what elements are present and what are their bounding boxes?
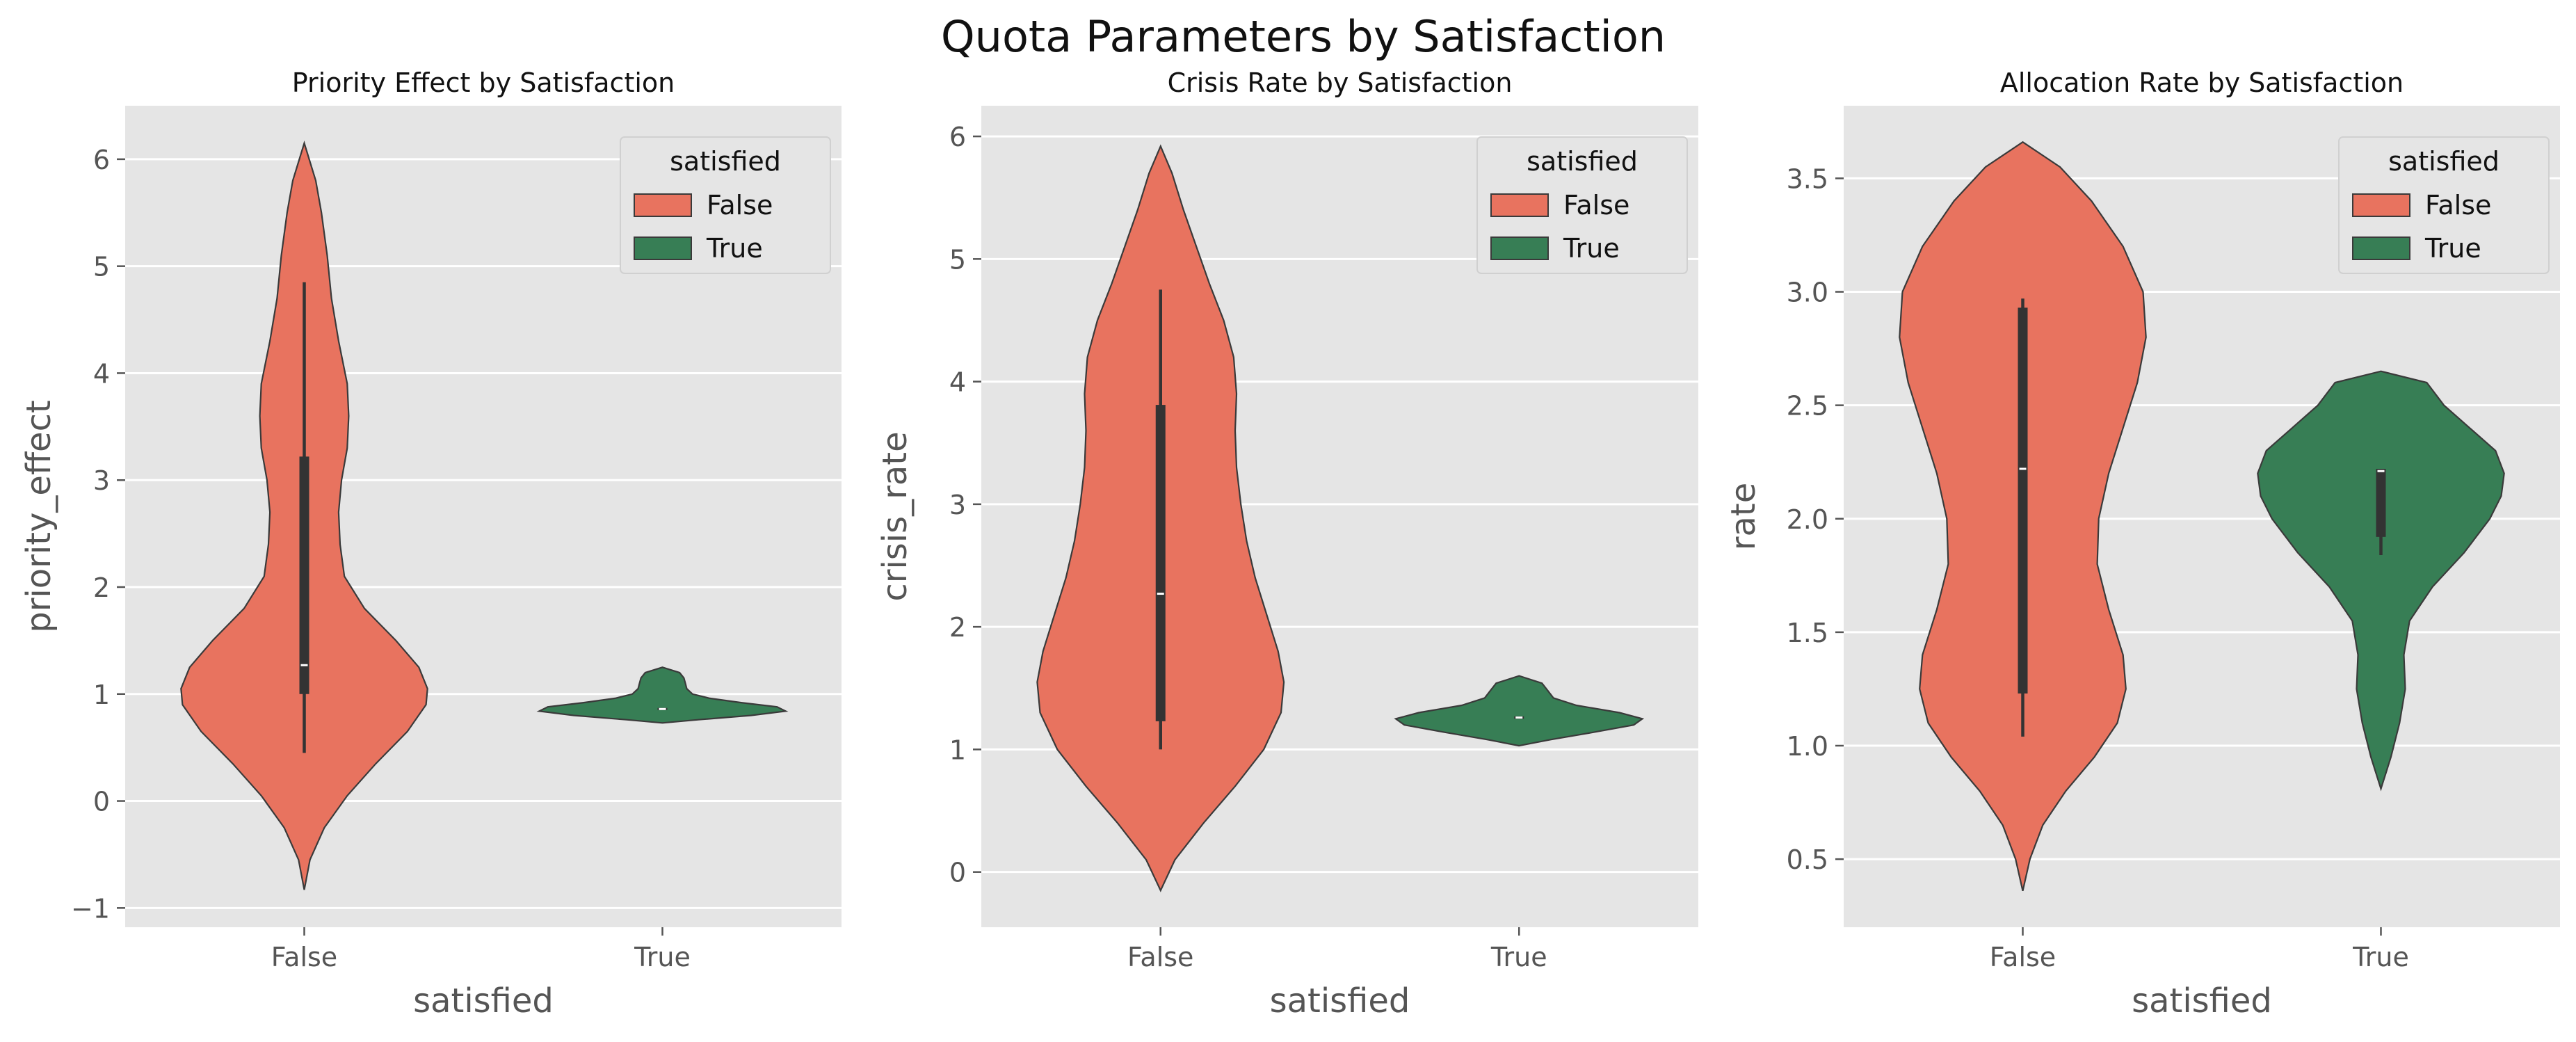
violin-body <box>536 666 789 724</box>
legend-title: satisfied <box>1527 146 1638 177</box>
violin-false <box>180 141 428 890</box>
legend-label-true: True <box>1563 233 1620 264</box>
x-tick-label: True <box>2352 942 2409 972</box>
y-tick-label: 2 <box>949 612 966 643</box>
figure-title: Quota Parameters by Satisfaction <box>941 11 1666 62</box>
y-tick-label: 3.5 <box>1787 163 1828 194</box>
y-tick-label: 5 <box>93 252 110 282</box>
x-axis-label: satisfied <box>2132 981 2272 1020</box>
x-axis-label: satisfied <box>1270 981 1410 1020</box>
panel-title: Priority Effect by Satisfaction <box>292 67 675 98</box>
panel-3: 0.5 1.0 1.5 2.0 2.5 3.0 3.5 False True Allocation… <box>1724 67 2560 1020</box>
violin-false <box>1036 144 1285 892</box>
y-tick-label: 3 <box>93 465 110 496</box>
legend-label-false: False <box>2425 190 2491 221</box>
legend-label-true: True <box>706 233 763 264</box>
panel-title: Crisis Rate by Satisfaction <box>1168 67 1513 98</box>
y-tick-label: 6 <box>949 122 966 152</box>
y-tick-label: 1 <box>93 680 110 710</box>
y-tick-label: 0.5 <box>1787 844 1828 875</box>
y-tick-label: 0 <box>93 787 110 817</box>
y-tick-label: 3.0 <box>1787 278 1828 308</box>
violin-true <box>1394 675 1645 747</box>
y-axis-label: rate <box>1724 483 1763 551</box>
violin-iqr-box <box>299 456 309 694</box>
legend-title: satisfied <box>2388 146 2499 177</box>
legend: satisfied False True <box>1476 136 1688 274</box>
x-tick-label: True <box>1490 942 1547 972</box>
violin-iqr-box <box>2018 307 2028 694</box>
x-axis-label: satisfied <box>413 981 554 1020</box>
y-tick-label: −1 <box>71 893 110 924</box>
panel-title: Allocation Rate by Satisfaction <box>2000 67 2404 98</box>
legend-label-false: False <box>1563 190 1629 221</box>
y-tick-label: 1.5 <box>1787 618 1828 648</box>
violin-body <box>2257 370 2505 792</box>
legend-swatch-true <box>2352 237 2410 260</box>
y-tick-label: 2.0 <box>1787 504 1828 535</box>
legend: satisfied False True <box>2338 136 2550 274</box>
panels: −1 0 1 2 3 4 5 6 False True Priority Effect by Sat… <box>19 67 2560 1020</box>
panel-1: −1 0 1 2 3 4 5 6 False True Priority Effect by Sat… <box>19 67 842 1020</box>
violin-body <box>1394 675 1645 747</box>
y-tick-label: 4 <box>93 358 110 389</box>
legend-label-true: True <box>2424 233 2481 264</box>
y-tick-label: 1 <box>949 735 966 765</box>
y-axis-label: priority_effect <box>19 400 58 633</box>
violin-iqr-box <box>2376 468 2386 537</box>
legend-title: satisfied <box>670 146 781 177</box>
violin-iqr-box <box>1155 405 1166 721</box>
violin-true <box>2257 370 2505 792</box>
legend: satisfied False True <box>620 136 831 274</box>
violin-true <box>536 666 789 724</box>
y-axis-label: crisis_rate <box>876 431 915 601</box>
y-tick-label: 3 <box>949 490 966 520</box>
x-tick-label: True <box>634 942 691 972</box>
y-tick-label: 4 <box>949 367 966 398</box>
y-tick-label: 2 <box>93 572 110 603</box>
y-tick-label: 0 <box>949 858 966 888</box>
legend-swatch-false <box>1490 193 1549 217</box>
legend-swatch-true <box>1490 237 1549 260</box>
y-tick-label: 2.5 <box>1787 391 1828 422</box>
legend-swatch-false <box>634 193 692 217</box>
x-tick-label: False <box>1990 942 2056 972</box>
y-tick-label: 1.0 <box>1787 731 1828 762</box>
x-tick-label: False <box>271 942 337 972</box>
violin-false <box>1899 141 2147 892</box>
legend-swatch-false <box>2352 193 2410 217</box>
legend-label-false: False <box>707 190 773 221</box>
x-tick-label: False <box>1127 942 1193 972</box>
legend-swatch-true <box>634 237 692 260</box>
y-tick-label: 6 <box>93 145 110 175</box>
panel-2: 0 1 2 3 4 5 6 False True Crisis Rate by Satisfact… <box>876 67 1698 1020</box>
y-tick-label: 5 <box>949 244 966 275</box>
